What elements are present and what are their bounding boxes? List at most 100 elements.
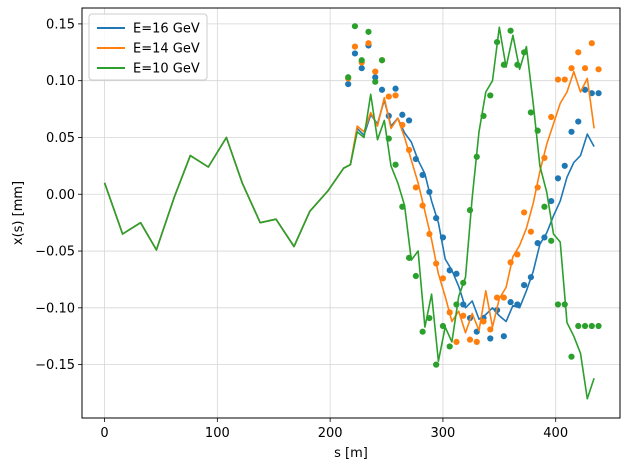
data-point-e-10-gev [548,237,555,244]
data-point-e-14-gev [460,312,467,319]
x-tick-label: 100 [205,426,230,441]
data-point-e-10-gev [426,314,433,322]
data-point-e-14-gev [500,294,507,301]
legend-box [88,13,208,81]
data-point-e-14-gev [399,121,406,129]
data-point-e-14-gev [493,294,501,301]
data-point-e-10-gev [466,207,474,214]
data-point-e-16-gev [460,301,467,308]
x-tick-label: 300 [431,426,456,441]
data-point-e-14-gev [487,326,494,333]
data-point-e-14-gev [534,184,541,191]
data-point-e-14-gev [480,318,487,325]
x-tick-label: 400 [543,426,568,441]
data-point-e-16-gev [521,282,528,289]
data-point-e-14-gev [575,49,582,56]
data-point-e-16-gev [446,267,453,274]
data-point-e-16-gev [527,274,534,281]
data-point-e-10-gev [345,74,352,81]
data-point-e-16-gev [561,162,568,169]
data-point-e-10-gev [358,57,365,64]
data-point-e-10-gev [446,343,453,350]
series-e-10-gev [103,23,602,400]
data-point-e-14-gev [351,43,359,50]
data-point-e-16-gev [378,86,386,93]
data-point-e-16-gev [487,335,494,342]
data-point-e-10-gev [521,49,528,56]
data-point-e-10-gev [392,161,399,168]
data-point-e-14-gev [439,275,447,282]
data-point-e-14-gev [541,154,548,162]
data-point-e-10-gev [405,254,413,261]
data-point-e-14-gev [588,40,595,47]
data-point-e-16-gev [419,171,426,179]
data-point-e-14-gev [561,76,568,83]
data-point-e-10-gev [514,61,521,68]
data-point-e-16-gev [595,90,602,97]
data-point-e-16-gev [345,80,352,88]
data-point-e-16-gev [581,86,589,93]
data-point-e-14-gev [365,40,372,47]
y-tick-label: −0.05 [35,245,75,260]
data-point-e-14-gev [595,66,602,73]
data-point-e-10-gev [460,279,467,286]
data-point-e-14-gev [521,209,528,216]
data-point-e-16-gev [534,239,541,247]
data-point-e-10-gev [487,92,494,99]
data-point-e-16-gev [439,234,447,241]
legend-label-e-16-gev: E=16 GeV [133,22,200,37]
x-tick-label: 0 [100,426,108,441]
data-point-e-16-gev [392,85,399,92]
data-point-e-10-gev [581,322,589,330]
data-point-e-14-gev [426,230,433,238]
data-point-e-10-gev [351,23,359,30]
data-point-e-16-gev [548,197,555,205]
data-point-e-10-gev [575,322,582,330]
data-point-e-10-gev [419,328,426,335]
data-point-e-10-gev [534,127,541,134]
data-point-e-16-gev [568,128,575,135]
y-tick-label: 0.15 [46,17,75,32]
data-point-e-14-gev [453,338,460,346]
data-point-e-16-gev [426,188,433,196]
data-point-e-14-gev [527,228,534,235]
y-tick-label: 0.10 [46,74,75,89]
data-point-e-10-gev [480,112,487,119]
data-point-e-10-gev [527,109,534,116]
data-point-e-10-gev [372,78,379,85]
data-point-e-16-gev [507,299,514,306]
data-point-e-10-gev [507,27,514,34]
data-point-e-16-gev [358,65,365,72]
y-tick-label: 0.00 [46,188,75,203]
data-point-e-16-gev [554,175,562,182]
data-point-e-10-gev [588,322,595,330]
data-point-e-14-gev [514,251,521,258]
data-point-e-14-gev [473,338,480,346]
data-point-e-14-gev [372,68,379,75]
data-point-e-10-gev [554,301,562,308]
x-tick-label: 200 [318,426,343,441]
data-point-e-16-gev [351,50,359,57]
data-point-e-10-gev [439,322,447,330]
legend-label-e-10-gev: E=10 GeV [133,62,200,77]
data-point-e-16-gev [453,270,460,277]
data-point-e-14-gev [412,184,419,191]
data-point-e-14-gev [554,76,562,83]
data-point-e-10-gev [385,135,392,142]
data-point-e-10-gev [365,28,372,35]
data-point-e-10-gev [399,203,406,210]
data-point-e-16-gev [514,301,521,308]
data-point-e-10-gev [493,38,501,46]
data-point-e-16-gev [433,215,440,222]
data-point-e-10-gev [568,353,575,360]
data-point-e-14-gev [507,259,514,266]
data-point-e-10-gev [500,61,507,68]
data-point-e-14-gev [568,65,575,72]
y-tick-label: 0.05 [46,131,75,146]
data-point-e-14-gev [419,202,426,209]
legend: E=16 GeV E=14 GeV E=10 GeV [88,13,208,81]
data-point-e-14-gev [405,146,413,154]
data-point-e-14-gev [392,92,399,99]
plot-frame [81,7,621,419]
